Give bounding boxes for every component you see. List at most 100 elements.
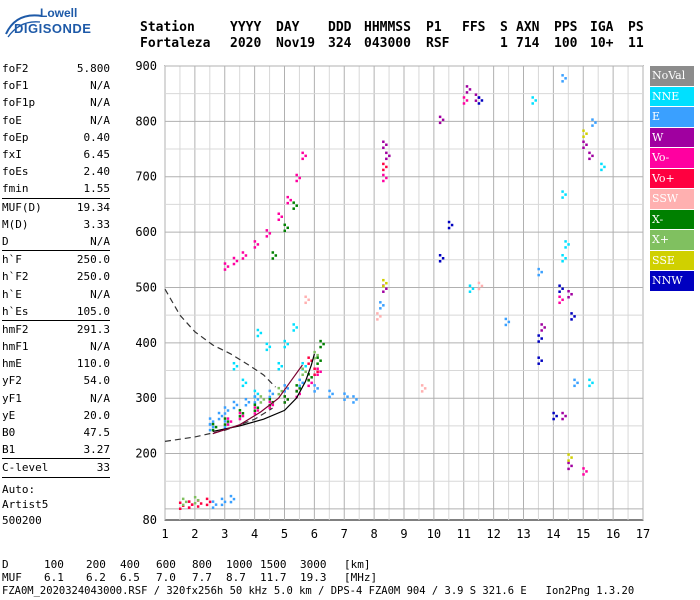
- data-point-mark: [477, 287, 481, 291]
- data-point: [253, 240, 260, 249]
- data-point-mark: [232, 497, 236, 501]
- param-row: foE N/A: [2, 112, 110, 129]
- data-point-mark: [259, 331, 263, 335]
- data-point-mark: [564, 77, 567, 80]
- data-point-mark: [537, 362, 540, 365]
- footer-value: 7.7: [192, 571, 212, 584]
- data-point-mark: [274, 254, 278, 257]
- data-point-mark: [474, 99, 478, 102]
- data-point: [567, 290, 573, 299]
- data-point: [301, 151, 307, 161]
- param-value: 250.0: [76, 253, 110, 267]
- data-point-mark: [217, 417, 221, 421]
- data-point: [283, 384, 289, 393]
- param-name: foF1: [2, 79, 29, 93]
- data-point: [268, 400, 275, 410]
- data-point-mark: [211, 422, 215, 426]
- param-name: h`Es: [2, 304, 29, 318]
- data-point: [537, 334, 543, 343]
- data-point-mark: [178, 501, 182, 504]
- data-point-mark: [286, 398, 289, 401]
- data-point: [304, 295, 310, 305]
- data-point: [220, 497, 227, 507]
- data-point-mark: [283, 229, 286, 233]
- data-point: [582, 140, 588, 150]
- data-point-mark: [537, 356, 540, 359]
- data-point-mark: [540, 359, 543, 362]
- data-point-mark: [561, 80, 564, 83]
- param-value: 47.5: [83, 426, 111, 440]
- data-point-mark: [259, 395, 263, 398]
- header-col-9: PPS: [554, 20, 578, 35]
- data-point-mark: [603, 165, 606, 169]
- data-point-mark: [567, 459, 570, 462]
- footer-value: 11.7: [260, 571, 287, 584]
- data-point-mark: [271, 392, 275, 396]
- data-point-mark: [570, 318, 573, 321]
- data-point: [313, 367, 319, 377]
- data-point-mark: [385, 165, 388, 169]
- data-point: [504, 317, 511, 327]
- legend-item-vo: Vo+: [650, 168, 694, 188]
- data-point: [313, 350, 319, 360]
- data-point-mark: [292, 207, 295, 210]
- data-point-mark: [304, 154, 307, 158]
- data-point-mark: [280, 215, 284, 218]
- data-point-mark: [504, 317, 508, 321]
- data-point-mark: [292, 329, 295, 332]
- data-point-mark: [241, 251, 245, 254]
- data-point-mark: [295, 390, 298, 393]
- data-point: [232, 400, 239, 410]
- data-point-mark: [441, 118, 445, 122]
- data-point: [241, 251, 248, 260]
- param-value: 3.33: [83, 217, 111, 231]
- data-point-mark: [235, 403, 239, 407]
- data-point-mark: [259, 401, 263, 404]
- data-point-mark: [316, 356, 319, 359]
- param-name: h`F: [2, 253, 22, 267]
- data-point-mark: [283, 401, 286, 404]
- x-tick-label: 15: [576, 527, 590, 541]
- param-name: hmF1: [2, 340, 29, 354]
- data-point-mark: [570, 293, 573, 296]
- data-point-mark: [271, 251, 275, 254]
- data-point: [211, 500, 218, 509]
- data-point-mark: [226, 423, 230, 426]
- data-point-mark: [301, 151, 304, 155]
- data-point-mark: [187, 506, 191, 509]
- data-point-mark: [573, 315, 576, 318]
- data-point-mark: [247, 400, 251, 404]
- data-point-mark: [382, 179, 385, 183]
- data-point-mark: [229, 500, 233, 504]
- data-point-mark: [585, 143, 588, 147]
- data-point: [438, 115, 445, 125]
- data-point: [382, 173, 388, 183]
- footer-value: 7.0: [156, 571, 176, 584]
- data-point-mark: [298, 384, 301, 388]
- x-tick-label: 11: [457, 527, 471, 541]
- data-point-mark: [558, 290, 561, 293]
- data-point-mark: [298, 176, 301, 180]
- data-point-mark: [238, 417, 242, 421]
- data-point: [211, 422, 218, 432]
- param-name: fxI: [2, 148, 22, 162]
- data-point-mark: [450, 223, 454, 227]
- data-point: [193, 495, 200, 505]
- data-point-mark: [253, 395, 257, 398]
- data-point: [447, 220, 454, 230]
- data-point-mark: [211, 506, 215, 509]
- data-point: [316, 367, 322, 377]
- data-point: [208, 422, 215, 432]
- data-point: [238, 409, 245, 418]
- data-point-mark: [561, 411, 564, 415]
- data-point: [181, 497, 188, 507]
- footer-value: 6.1: [44, 571, 64, 584]
- data-point-mark: [307, 362, 310, 365]
- y-tick-label: 900: [135, 59, 157, 73]
- data-point-mark: [232, 406, 236, 410]
- data-point: [295, 384, 301, 393]
- legend-item-sse: SSE: [650, 250, 694, 270]
- y-tick-label: 80: [143, 513, 157, 527]
- data-point-mark: [331, 392, 334, 396]
- data-point-mark: [277, 386, 281, 390]
